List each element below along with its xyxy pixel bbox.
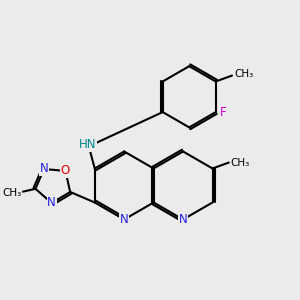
- Text: O: O: [61, 164, 70, 177]
- Text: F: F: [220, 106, 226, 118]
- Text: N: N: [120, 213, 128, 226]
- Text: CH₃: CH₃: [230, 158, 250, 168]
- Text: N: N: [47, 196, 56, 209]
- Text: N: N: [179, 213, 188, 226]
- Text: CH₃: CH₃: [3, 188, 22, 198]
- Text: CH₃: CH₃: [234, 69, 254, 79]
- Text: HN: HN: [79, 138, 96, 151]
- Text: N: N: [40, 163, 48, 176]
